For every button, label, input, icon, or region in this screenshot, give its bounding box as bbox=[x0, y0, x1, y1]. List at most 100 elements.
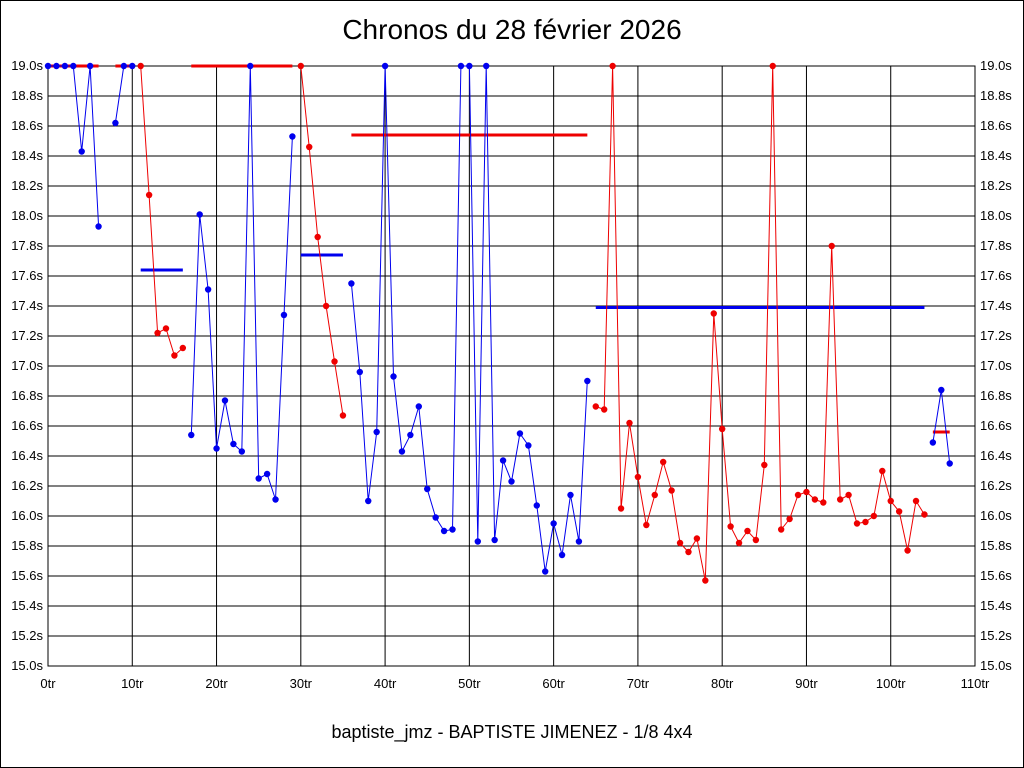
y-tick-label-right: 17.8s bbox=[980, 238, 1012, 253]
data-point-red bbox=[904, 547, 911, 554]
data-point-blue bbox=[95, 223, 102, 230]
data-point-blue bbox=[440, 527, 448, 535]
x-tick-label: 60tr bbox=[542, 676, 565, 691]
y-tick-label-right: 17.4s bbox=[980, 298, 1012, 313]
y-tick-label-right: 17.6s bbox=[980, 268, 1012, 283]
data-point-red bbox=[777, 526, 785, 533]
data-point-blue bbox=[373, 428, 380, 436]
data-point-red bbox=[331, 358, 338, 365]
x-tick-label: 100tr bbox=[876, 676, 906, 691]
y-tick-label-left: 15.8s bbox=[11, 538, 43, 553]
y-tick-label-right: 18.2s bbox=[980, 178, 1012, 193]
y-tick-label-left: 18.6s bbox=[11, 118, 43, 133]
x-tick-label: 0tr bbox=[40, 676, 56, 691]
data-point-red bbox=[314, 233, 321, 241]
data-point-red bbox=[735, 539, 743, 547]
data-point-blue bbox=[542, 568, 549, 575]
data-point-blue bbox=[533, 502, 540, 509]
data-point-red bbox=[853, 520, 861, 527]
data-point-red bbox=[297, 62, 305, 70]
data-point-red bbox=[306, 143, 313, 151]
y-tick-label-right: 15.4s bbox=[980, 598, 1012, 613]
y-tick-label-right: 16.0s bbox=[980, 508, 1012, 523]
data-point-blue bbox=[508, 478, 515, 485]
data-point-blue bbox=[432, 514, 439, 521]
data-point-blue bbox=[112, 119, 119, 127]
data-point-blue bbox=[516, 430, 524, 437]
y-tick-label-left: 15.6s bbox=[11, 568, 43, 583]
data-point-blue bbox=[567, 491, 574, 499]
data-point-red bbox=[769, 62, 776, 70]
data-point-red bbox=[862, 518, 869, 526]
chart-title: Chronos du 28 février 2026 bbox=[342, 14, 682, 45]
data-point-blue bbox=[491, 536, 498, 544]
data-point-red bbox=[634, 473, 642, 481]
y-tick-label-right: 15.0s bbox=[980, 658, 1012, 673]
x-tick-label: 20tr bbox=[205, 676, 228, 691]
y-tick-label-left: 17.4s bbox=[11, 298, 43, 313]
x-tick-label: 30tr bbox=[290, 676, 313, 691]
data-point-red bbox=[820, 499, 827, 506]
data-point-red bbox=[145, 191, 153, 199]
data-point-red bbox=[685, 548, 692, 556]
y-tick-label-right: 15.8s bbox=[980, 538, 1012, 553]
y-tick-label-left: 15.4s bbox=[11, 598, 43, 613]
y-tick-label-left: 17.0s bbox=[11, 358, 43, 373]
data-point-red bbox=[651, 491, 658, 499]
data-point-blue bbox=[255, 475, 262, 482]
data-point-blue bbox=[348, 280, 355, 287]
y-tick-label-right: 18.8s bbox=[980, 88, 1012, 103]
data-point-red bbox=[162, 325, 170, 332]
data-point-blue bbox=[483, 62, 490, 70]
data-point-red bbox=[845, 491, 852, 499]
data-point-red bbox=[828, 242, 835, 250]
x-tick-label: 10tr bbox=[121, 676, 144, 691]
y-tick-label-left: 16.6s bbox=[11, 418, 43, 433]
data-point-red bbox=[887, 497, 894, 505]
data-point-red bbox=[659, 458, 667, 466]
data-point-blue bbox=[457, 62, 465, 70]
x-tick-label: 110tr bbox=[961, 676, 990, 691]
y-tick-label-right: 19.0s bbox=[980, 58, 1012, 73]
data-point-red bbox=[676, 539, 684, 547]
data-point-red bbox=[702, 577, 709, 584]
data-point-red bbox=[744, 527, 751, 535]
series-line-red bbox=[300, 65, 344, 416]
y-tick-label-left: 16.8s bbox=[11, 388, 43, 403]
data-point-red bbox=[727, 523, 734, 530]
y-tick-label-left: 17.6s bbox=[11, 268, 43, 283]
data-point-blue bbox=[129, 62, 136, 70]
y-tick-label-right: 17.0s bbox=[980, 358, 1012, 373]
data-point-blue bbox=[929, 439, 937, 446]
y-tick-label-right: 16.2s bbox=[980, 478, 1012, 493]
data-point-blue bbox=[188, 431, 195, 439]
y-tick-label-right: 16.6s bbox=[980, 418, 1012, 433]
data-point-blue bbox=[78, 148, 85, 155]
data-point-red bbox=[836, 496, 844, 503]
data-point-blue bbox=[946, 460, 953, 467]
data-point-red bbox=[617, 505, 625, 512]
y-tick-label-right: 15.6s bbox=[980, 568, 1012, 583]
data-point-red bbox=[626, 419, 633, 427]
data-point-blue bbox=[449, 526, 456, 533]
data-point-blue bbox=[938, 386, 945, 394]
data-point-red bbox=[609, 62, 616, 70]
data-point-blue bbox=[230, 440, 237, 448]
data-point-blue bbox=[44, 62, 52, 70]
data-point-blue bbox=[390, 373, 397, 380]
data-point-red bbox=[693, 535, 701, 542]
data-point-red bbox=[643, 521, 650, 529]
data-point-red bbox=[710, 310, 717, 317]
data-point-red bbox=[339, 412, 347, 419]
data-point-blue bbox=[381, 62, 389, 70]
data-point-blue bbox=[365, 497, 372, 505]
data-point-red bbox=[137, 62, 144, 70]
data-point-blue bbox=[356, 368, 364, 376]
data-point-blue bbox=[213, 445, 220, 452]
data-point-blue bbox=[424, 485, 431, 493]
data-point-blue bbox=[120, 62, 128, 70]
data-point-red bbox=[803, 488, 810, 496]
y-tick-label-right: 18.4s bbox=[980, 148, 1012, 163]
y-tick-label-left: 17.8s bbox=[11, 238, 43, 253]
